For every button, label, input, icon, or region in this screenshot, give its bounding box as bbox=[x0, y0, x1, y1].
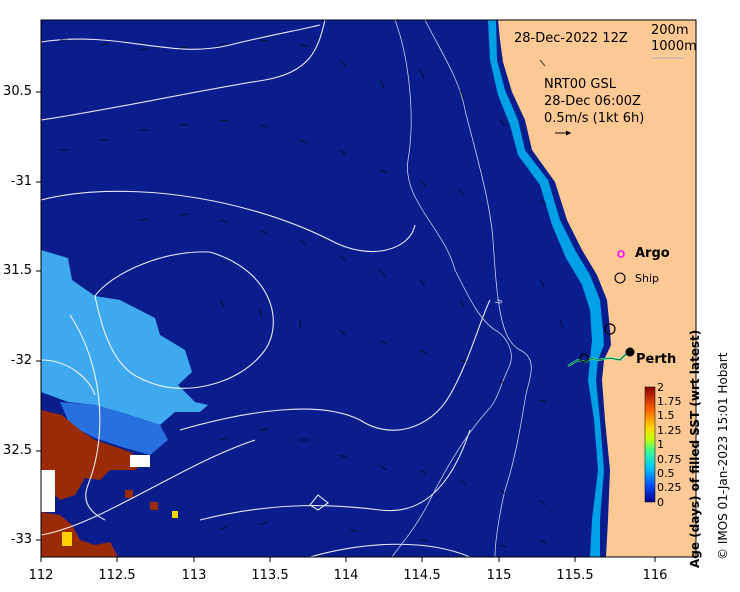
age-patch-mid-blue bbox=[60, 402, 168, 455]
y-tick: 30.5 bbox=[3, 84, 32, 99]
argo-legend-marker bbox=[617, 250, 625, 258]
contour-label-200m: 200m bbox=[651, 23, 689, 38]
age-patch-yellow bbox=[62, 532, 72, 546]
date-label: 28-Dec-2022 12Z bbox=[514, 31, 628, 46]
age-patch-white bbox=[130, 455, 150, 467]
contour-label-1000m: 1000m bbox=[651, 39, 697, 54]
sea-level-contours bbox=[41, 20, 491, 557]
perth-label: Perth bbox=[636, 352, 677, 367]
age-patch-brown bbox=[41, 410, 145, 500]
x-tick: 112.5 bbox=[98, 568, 136, 583]
colorbar-tick: 1 bbox=[657, 438, 664, 451]
colorbar-tick: 0.75 bbox=[657, 453, 682, 466]
colorbar bbox=[644, 386, 656, 503]
x-tick: 114 bbox=[333, 568, 359, 583]
y-tick: -31 bbox=[10, 174, 32, 189]
ship-legend-label: Ship bbox=[635, 272, 659, 285]
argo-legend-label: Argo bbox=[635, 246, 670, 261]
current-info-line1: NRT00 GSL bbox=[544, 77, 616, 92]
age-patch-brown bbox=[41, 512, 118, 557]
y-tick: 31.5 bbox=[3, 263, 32, 278]
x-tick: 114.5 bbox=[403, 568, 441, 583]
x-tick: 115.5 bbox=[556, 568, 594, 583]
x-tick: 113 bbox=[181, 568, 207, 583]
y-tick: -33 bbox=[10, 532, 32, 547]
colorbar-tick: 1.5 bbox=[657, 409, 675, 422]
colorbar-tick: 1.25 bbox=[657, 424, 682, 437]
current-info-line3: 0.5m/s (1kt 6h) bbox=[544, 111, 645, 126]
bathymetry-contours bbox=[391, 20, 532, 557]
age-patch-brown bbox=[150, 502, 158, 510]
coastal-band bbox=[488, 20, 604, 557]
age-patch-light-blue bbox=[41, 250, 208, 425]
x-tick: 115 bbox=[486, 568, 512, 583]
current-vectors bbox=[60, 39, 564, 548]
map-frame bbox=[40, 19, 697, 558]
ship-marker bbox=[604, 323, 616, 335]
colorbar-tick: 0.5 bbox=[657, 467, 675, 480]
ship-marker bbox=[579, 353, 589, 363]
x-tick: 116 bbox=[642, 568, 668, 583]
credit-text: © IMOS 01-Jan-2023 15:01 Hobart bbox=[716, 352, 730, 560]
x-tick: 113.5 bbox=[251, 568, 289, 583]
colorbar-tick: 0 bbox=[657, 496, 664, 509]
axis-ticks bbox=[36, 91, 656, 562]
current-info-line2: 28-Dec 06:00Z bbox=[544, 94, 641, 109]
age-patch-yellow bbox=[172, 511, 178, 518]
ship-legend-marker bbox=[614, 272, 626, 284]
colorbar-title: Age (days) of filled SST (wrt latest) bbox=[688, 329, 702, 568]
colorbar-tick: 0.25 bbox=[657, 481, 682, 494]
age-patch-brown bbox=[125, 490, 133, 498]
colorbar-tick: 2 bbox=[657, 381, 664, 394]
age-patch-white bbox=[41, 470, 55, 512]
x-tick: 112 bbox=[28, 568, 54, 583]
perth-marker bbox=[625, 347, 635, 357]
colorbar-tick: 1.75 bbox=[657, 395, 682, 408]
y-tick: -32 bbox=[10, 353, 32, 368]
y-tick: 32.5 bbox=[3, 443, 32, 458]
